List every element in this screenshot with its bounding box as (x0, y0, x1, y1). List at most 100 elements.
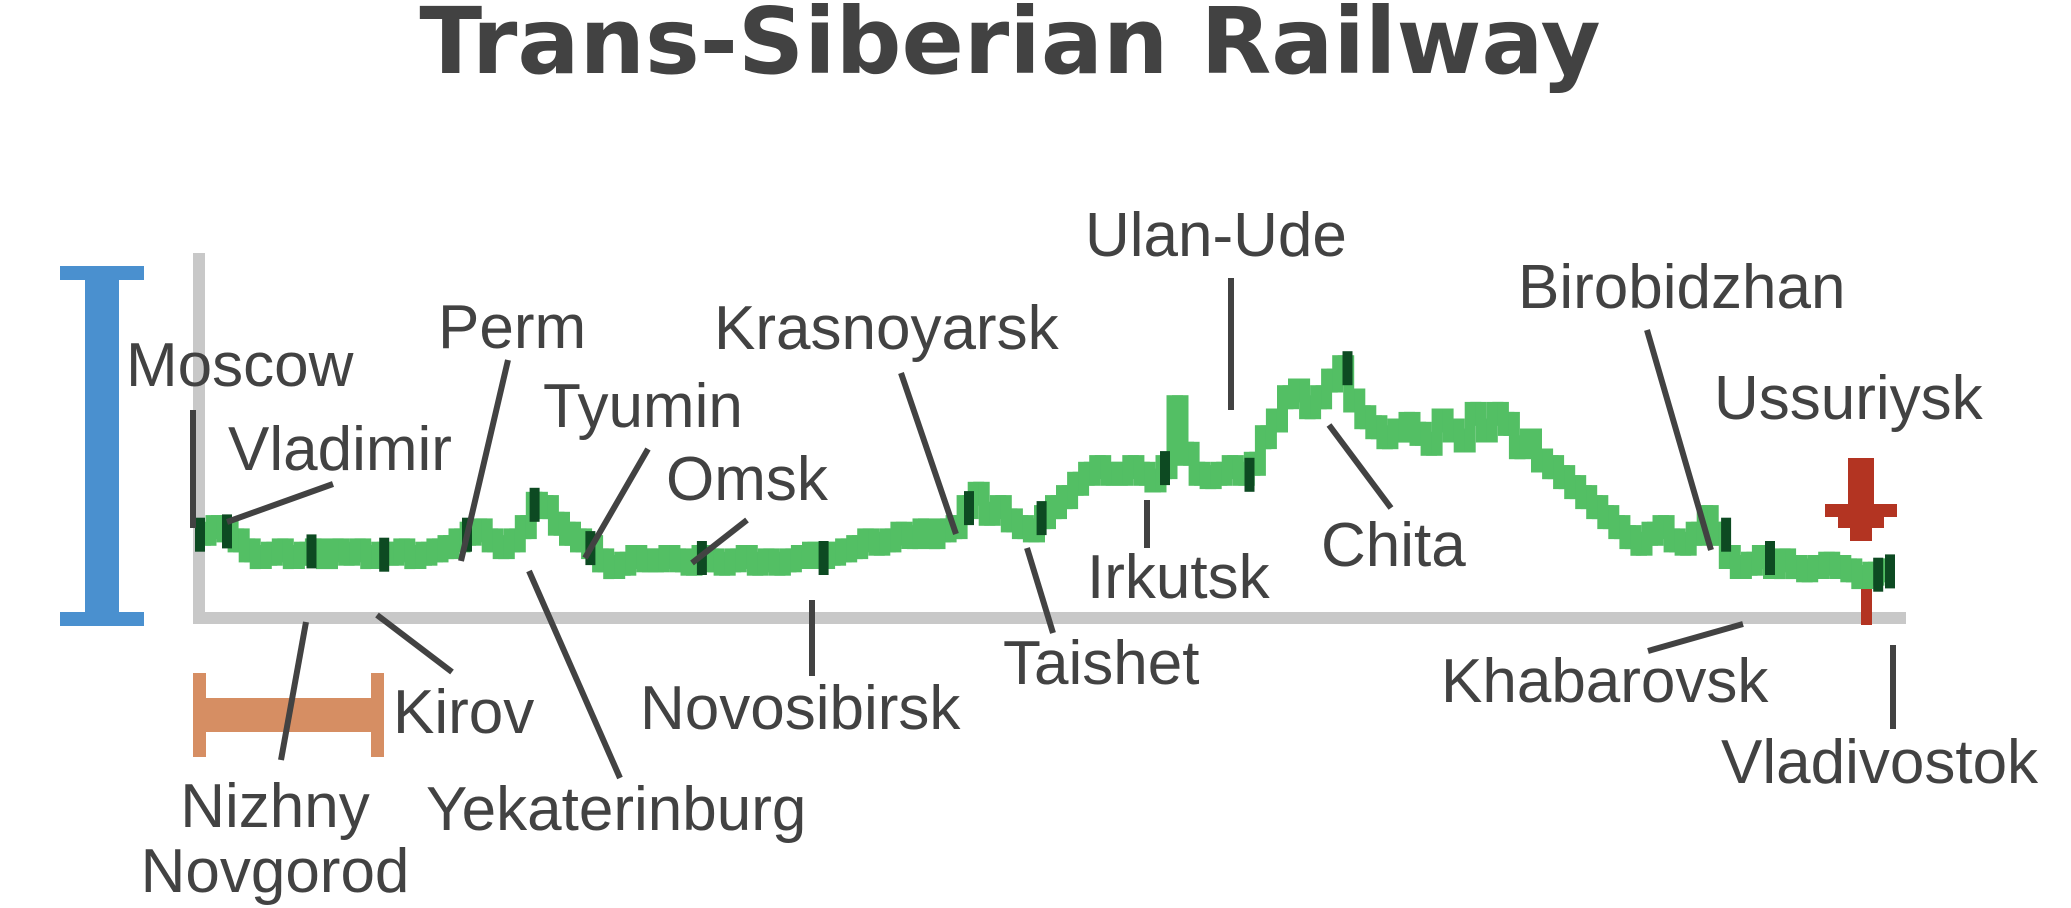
profile-step (371, 541, 383, 569)
profile-step (1851, 558, 1863, 590)
profile-step (426, 538, 438, 566)
station-marker-irkutsk (1160, 451, 1170, 486)
profile-step (393, 538, 405, 566)
station-labels: Moscow Vladimir Nizhny Novgorod Kirov Pe… (126, 201, 2039, 906)
profile-step (614, 551, 626, 579)
profile-step (437, 535, 449, 563)
leader-tyumin (582, 447, 651, 560)
profile-step (1277, 385, 1288, 433)
profile-step (724, 548, 736, 576)
profile-step (1453, 418, 1465, 453)
station-marker-yekaterinburg (529, 487, 540, 522)
profile-step (779, 548, 791, 576)
profile-step (1067, 471, 1079, 510)
label-nizhny-line2: Novgorod (141, 837, 410, 906)
label-vladivostok: Vladivostok (1721, 728, 2039, 797)
label-moscow: Moscow (126, 331, 354, 400)
label-ulan-ude: Ulan-Ude (1085, 201, 1347, 270)
station-marker-birobidzhan (1721, 517, 1732, 552)
profile-step (559, 511, 570, 546)
profile-step (1078, 461, 1090, 496)
down-arrow-icon (1825, 458, 1897, 541)
profile-step (1254, 425, 1266, 476)
station-marker-ussuriysk (1873, 557, 1884, 592)
profile-step (282, 538, 294, 570)
label-yekaterinburg: Yekaterinburg (426, 775, 806, 844)
profile-step (1751, 545, 1763, 576)
leader-yekaterinburg (526, 569, 623, 780)
profile-step (536, 491, 548, 520)
leader-kirov (375, 612, 454, 675)
leader-taishet (1024, 547, 1056, 634)
profile-step (989, 495, 1001, 526)
profile-step (1663, 515, 1675, 553)
profile-step (1166, 395, 1178, 480)
profile-step (680, 548, 692, 576)
profile-step (824, 541, 836, 569)
profile-step (813, 541, 824, 569)
profile-step (1486, 401, 1498, 443)
label-omsk: Omsk (666, 445, 829, 514)
profile-step (1332, 355, 1344, 393)
station-marker-nizhny-novgorod (306, 534, 317, 569)
profile-step (1785, 548, 1797, 580)
profile-step (1674, 528, 1686, 556)
profile-step (1232, 455, 1244, 486)
label-perm: Perm (438, 293, 586, 362)
profile-step (1431, 408, 1443, 456)
profile-step (636, 545, 648, 573)
leader-lines (190, 278, 1896, 780)
profile-step (1497, 401, 1509, 436)
profile-step (1641, 521, 1653, 556)
profile-step (1022, 515, 1034, 543)
profile-step (1542, 448, 1554, 480)
profile-step (547, 495, 559, 536)
station-marker-taishet (1036, 501, 1047, 536)
profile-step (757, 548, 769, 576)
profile-step (481, 518, 493, 553)
profile-step (1796, 555, 1808, 583)
profile-step (802, 541, 813, 569)
leader-nizhny (278, 621, 309, 761)
profile-step (1520, 428, 1531, 460)
profile-step (1807, 555, 1819, 583)
profile-step (327, 538, 338, 570)
profile-step (768, 548, 780, 576)
profile-step (890, 521, 902, 553)
terminus-marker (1861, 589, 1872, 625)
leader-khabarovsk (1647, 621, 1744, 654)
profile-step (404, 538, 416, 570)
leader-perm (458, 359, 511, 562)
profile-step (492, 528, 504, 560)
profile-step (448, 528, 460, 560)
profile-step (746, 545, 758, 576)
profile-step (1409, 411, 1421, 446)
label-chita: Chita (1321, 511, 1466, 580)
profile-step (1354, 388, 1366, 430)
label-birobidzhan: Birobidzhan (1518, 253, 1845, 322)
profile-step (857, 528, 869, 560)
profile-step (1619, 515, 1631, 550)
elevation-profile (200, 355, 1890, 590)
leader-chita (1326, 423, 1394, 510)
profile-step (923, 518, 935, 550)
profile-step (514, 515, 526, 553)
profile-step (658, 545, 670, 573)
profile-step (503, 528, 515, 560)
profile-step (702, 545, 714, 573)
profile-step (1133, 455, 1145, 486)
profile-step (1740, 551, 1752, 579)
profile-step (1310, 385, 1322, 420)
profile-step (603, 548, 615, 580)
profile-step (1111, 461, 1123, 486)
profile-step (1398, 411, 1410, 443)
profile-step (238, 528, 250, 563)
profile-step (470, 518, 482, 546)
leader-birobidzhan (1644, 329, 1714, 551)
profile-step (1100, 455, 1112, 486)
station-marker-novosibirsk (818, 541, 829, 575)
profile-step (1376, 415, 1388, 450)
profile-step (349, 538, 361, 566)
station-marker-khabarovsk (1765, 541, 1775, 575)
